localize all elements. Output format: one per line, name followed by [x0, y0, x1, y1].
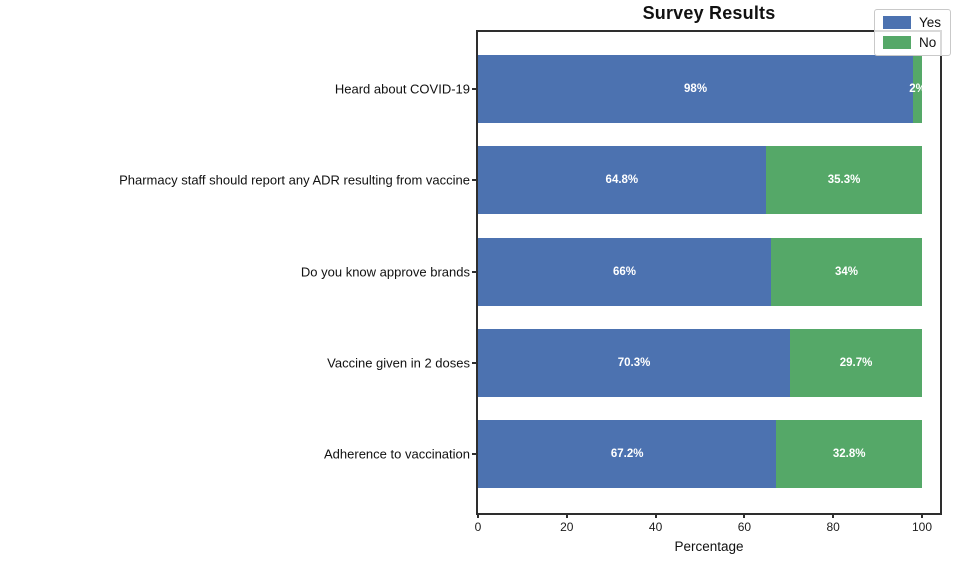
bar-segment-no-3: 29.7% [790, 328, 922, 397]
bar-value-label: 64.8% [605, 174, 639, 187]
legend-swatch-icon [882, 35, 911, 49]
bar-value-label: 34% [834, 265, 859, 278]
bar-segment-yes-4: 67.2% [478, 420, 777, 488]
x-axis-tick [565, 514, 568, 518]
bar-value-label: 66% [613, 265, 637, 278]
x-axis-tick [654, 514, 657, 518]
bar-segment-no-4: 32.8% [776, 420, 922, 488]
x-axis-tick-label: 40 [648, 520, 663, 534]
bar-value-label: 67.2% [610, 448, 644, 460]
bar-segment-yes-0: 98% [478, 55, 914, 123]
bar-segment-no-1: 35.3% [765, 146, 923, 215]
bar-value-label: 29.7% [839, 356, 873, 369]
bar-value-label: 32.8% [832, 448, 866, 460]
y-axis-category-label: Do you know approve brands [300, 264, 470, 279]
y-axis-tick [472, 88, 476, 90]
x-axis-tick-label: 60 [737, 520, 752, 534]
x-axis-tick [921, 514, 923, 518]
y-axis-tick [472, 361, 476, 364]
x-axis-tick [477, 514, 479, 518]
y-axis-category-label: Vaccine given in 2 doses [327, 355, 470, 371]
x-axis-title: Percentage [674, 539, 744, 554]
x-axis-tick-label: 0 [474, 520, 482, 534]
legend-item-yes: Yes [882, 15, 941, 30]
bar-segment-yes-1: 64.8% [478, 146, 766, 215]
bar-segment-yes-2: 66% [478, 237, 772, 306]
bar-segment-no-2: 34% [771, 237, 922, 306]
x-axis-tick [743, 514, 746, 518]
legend-label: Yes [918, 15, 941, 30]
x-axis-tick-label: 80 [826, 520, 840, 534]
bar-value-label: 2% [909, 83, 926, 95]
y-axis-tick [472, 270, 476, 273]
legend: Yes No [873, 9, 951, 56]
bar-value-label: 35.3% [827, 174, 861, 187]
y-axis-category-label: Pharmacy staff should report any ADR res… [119, 172, 470, 188]
x-axis-tick-label: 100 [911, 520, 933, 534]
x-axis-tick-label: 20 [560, 520, 574, 534]
y-axis-category-label: Adherence to vaccination [324, 446, 470, 462]
bar-segment-yes-3: 70.3% [478, 328, 791, 397]
bar-value-label: 70.3% [617, 356, 651, 369]
bar-segment-no-0: 2% [909, 55, 926, 123]
bar-value-label: 98% [684, 83, 708, 95]
legend-label: No [918, 34, 937, 50]
y-axis-category-label: Heard about COVID-19 [334, 81, 470, 97]
y-axis-tick [472, 179, 476, 182]
plot-area: 98% 2% 64.8% 35.3% 66% 34% 70.3% 29.7% 67.2% 32.8… [478, 32, 940, 513]
legend-item-no: No [882, 34, 941, 50]
legend-swatch-icon [882, 16, 911, 30]
y-axis-tick [472, 453, 476, 455]
x-axis-tick [832, 514, 835, 518]
chart-title: Survey Results [642, 3, 776, 23]
